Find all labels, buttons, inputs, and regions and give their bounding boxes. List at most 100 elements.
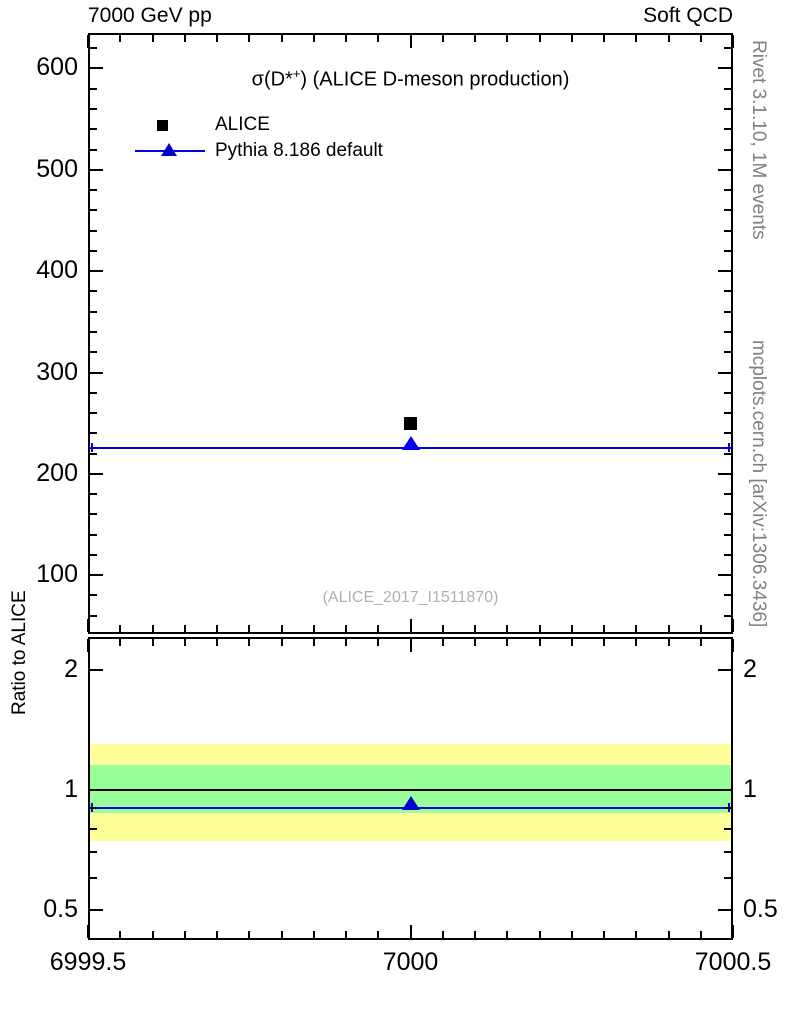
xtick-ratio-bottom-11 (441, 931, 444, 938)
xtick-ratio-bottom-2 (151, 931, 154, 938)
xtick-main-top-7 (312, 35, 315, 42)
ytick-main-right-180 (724, 493, 731, 496)
ytick-ratio-right-1 (724, 877, 731, 880)
xtick-ratio-bottom-8 (345, 931, 347, 938)
xtick-ratio-top-12 (474, 639, 476, 646)
xtick-main-bottom-12 (474, 625, 476, 632)
ytick-main-left-440 (90, 229, 97, 232)
xtick-main-bottom-2 (151, 625, 154, 632)
ytick-main-right-380 (724, 290, 731, 293)
xtick-ratio-bottom-5 (248, 931, 251, 938)
xtick-main-top-4 (216, 35, 218, 42)
xtick-main-bottom-8 (345, 625, 347, 632)
ytick-ratio-left-6 (90, 668, 103, 671)
ytick-main-right-620 (724, 47, 731, 50)
ytick-main-right-520 (724, 148, 731, 151)
ytick-ratio-left-4 (90, 807, 97, 810)
xtick-ratio-bottom-13 (506, 931, 509, 938)
xtick-ratio-bottom-12 (474, 931, 476, 938)
ytick-main-left-200 (90, 472, 103, 475)
square-marker-icon (157, 120, 168, 131)
ratio-line-cap-right (728, 802, 730, 812)
ytick-main-right-360 (724, 310, 731, 313)
alice-data-marker (404, 416, 417, 430)
mc-line-cap-left (91, 442, 93, 452)
xtick-ratio-bottom-0 (87, 925, 89, 938)
xtick-ratio-top-3 (183, 639, 186, 646)
ytick-label-main-500: 500 (36, 154, 78, 183)
legend-label-alice: ALICE (215, 114, 270, 135)
ratio-mc-triangle-marker (401, 795, 420, 810)
ytick-main-right-80 (724, 594, 731, 597)
legend-key-pythia (135, 138, 205, 164)
legend: ALICE Pythia 8.186 default (135, 112, 465, 164)
ytick-main-left-560 (90, 108, 97, 110)
plot-title-sigma: σ(D* (251, 68, 293, 91)
ytick-ratio-right-2 (724, 850, 731, 853)
ytick-label-main-400: 400 (36, 256, 78, 285)
collision-energy-label: 7000 GeV pp (88, 4, 212, 27)
ytick-main-left-240 (90, 432, 97, 435)
ytick-main-left-600 (90, 67, 103, 70)
xtick-ratio-bottom-6 (280, 931, 283, 938)
ytick-label-ratio-left-2: 0.5 (43, 894, 78, 923)
xtick-main-bottom-9 (377, 625, 380, 632)
xtick-ratio-top-15 (570, 639, 573, 646)
xtick-main-top-2 (151, 35, 154, 42)
ytick-main-left-620 (90, 47, 97, 50)
ratio-line-cap-left (91, 802, 93, 812)
ytick-main-right-440 (724, 229, 731, 232)
xtick-ratio-bottom-14 (538, 931, 541, 938)
ytick-main-right-500 (718, 168, 731, 171)
ytick-main-left-260 (90, 412, 97, 415)
analysis-id-watermark: (ALICE_2017_I1511870) (322, 589, 499, 606)
xtick-main-top-10 (409, 35, 412, 48)
xtick-main-top-8 (345, 35, 347, 42)
xtick-ratio-bottom-4 (216, 931, 218, 938)
ytick-main-right-200 (718, 472, 731, 475)
ytick-main-left-80 (90, 594, 97, 597)
legend-label-pythia: Pythia 8.186 default (215, 140, 383, 161)
ytick-label-main-200: 200 (36, 458, 78, 487)
xtick-main-top-18 (667, 35, 670, 42)
ytick-label-ratio-left-1: 1 (64, 774, 78, 803)
xtick-ratio-bottom-1 (119, 931, 122, 938)
xtick-main-bottom-1 (119, 625, 122, 632)
ytick-ratio-right-0 (718, 908, 731, 911)
xtick-ratio-top-2 (151, 639, 154, 646)
xtick-ratio-top-13 (506, 639, 509, 646)
rivet-version-caption: Rivet 3.1.10, 1M events (748, 40, 769, 240)
legend-item-pythia[interactable]: Pythia 8.186 default (135, 138, 465, 164)
ytick-main-right-100 (718, 574, 731, 577)
ytick-main-right-240 (724, 432, 731, 435)
ytick-main-right-140 (724, 533, 731, 536)
ytick-main-right-300 (718, 371, 731, 374)
mc-line-cap-right (728, 442, 730, 452)
xtick-ratio-top-11 (441, 639, 444, 646)
xtick-main-top-5 (248, 35, 251, 42)
legend-item-alice[interactable]: ALICE (135, 112, 465, 138)
xtick-main-top-19 (699, 35, 702, 42)
ytick-main-left-160 (90, 513, 97, 516)
xtick-ratio-top-17 (635, 639, 638, 646)
ytick-ratio-left-2 (90, 850, 97, 853)
xtick-main-top-14 (538, 35, 541, 42)
ytick-ratio-right-3 (724, 827, 731, 830)
xtick-main-top-13 (506, 35, 509, 42)
ytick-main-left-460 (90, 209, 97, 212)
ytick-ratio-left-3 (90, 827, 97, 830)
xtick-main-bottom-6 (280, 625, 283, 632)
ytick-main-left-300 (90, 371, 103, 374)
xtick-ratio-top-16 (603, 639, 605, 646)
ytick-ratio-right-4 (724, 807, 731, 810)
xtick-ratio-bottom-17 (635, 931, 638, 938)
xtick-main-top-3 (183, 35, 186, 42)
xtick-main-top-12 (474, 35, 476, 42)
xtick-ratio-bottom-16 (603, 931, 605, 938)
ytick-main-left-360 (90, 310, 97, 313)
ytick-main-left-420 (90, 249, 97, 252)
ytick-main-right-220 (724, 452, 731, 455)
plot-title-superscript: + (292, 66, 301, 81)
ytick-main-left-580 (90, 87, 97, 90)
ytick-main-left-500 (90, 168, 103, 171)
